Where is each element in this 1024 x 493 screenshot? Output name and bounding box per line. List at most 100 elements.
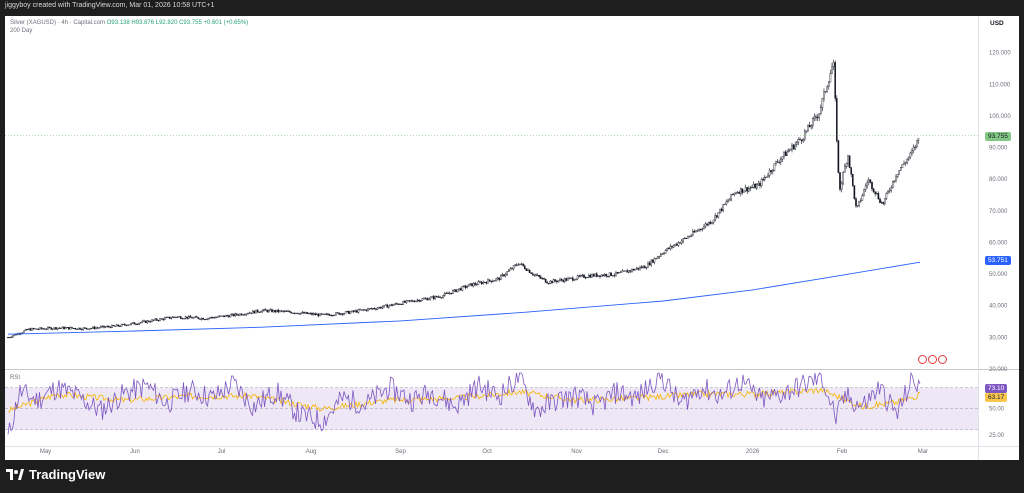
candle-body [810,125,812,128]
event-flag-icon[interactable] [918,355,927,364]
candle-body [760,179,763,186]
candle-body [340,313,342,315]
candle-body [860,200,862,202]
candle-body [277,309,280,313]
candle-body [159,318,161,321]
candle-body [880,202,883,204]
candle-body [820,107,822,114]
candle-body [791,144,793,150]
candle-body [221,315,224,317]
candle-body [245,313,248,315]
candle-body [21,332,24,334]
candle-body [280,310,283,312]
candle-body [799,138,801,140]
candle-body [455,289,457,293]
candle-body [823,91,825,99]
candle-body [251,310,254,314]
candle-body [533,274,536,276]
candle-body [674,243,676,246]
candle-body [93,326,96,330]
candle-body [658,255,660,258]
candle-body [327,313,329,315]
candle-body [439,296,441,298]
candle-body [343,313,345,315]
candle-body [652,259,654,263]
event-flag-icon[interactable] [928,355,937,364]
rsi-line [7,371,921,435]
candle-body [388,305,390,308]
candle-body [392,304,395,306]
candle-body [602,274,604,277]
candle-body [565,278,568,281]
candle-body [28,328,30,330]
candle-body [64,327,67,330]
candle-body [621,270,624,273]
candle-body [87,328,89,330]
symbol-legend[interactable]: Silver (XAGUSD) · 4h · Capital.com O93.1… [10,19,248,27]
rsi-legend[interactable]: RSI [10,375,21,381]
candle-body [365,309,368,311]
candle-body [32,328,35,330]
candle-body [882,202,884,204]
candle-body [642,265,644,269]
candle-body [130,323,133,325]
candle-body [684,237,686,239]
candle-body [752,184,755,188]
candle-body [168,316,171,319]
candle-body [893,180,896,182]
candle-body [111,325,113,328]
candle-body [458,288,461,291]
candle-body [669,245,672,249]
price-tick-label: 70.000 [989,209,1008,215]
candle-body [308,313,310,315]
candle-body [31,328,33,331]
candle-body [612,275,614,277]
candle-body [258,311,261,313]
candle-body [618,272,620,274]
candle-body [719,208,721,213]
candle-body [834,62,836,99]
candle-body [615,272,617,276]
candle-body [131,322,134,324]
candle-body [908,156,910,160]
candle-body [656,256,659,259]
candle-body [44,328,46,330]
candle-body [29,328,32,331]
candle-body [99,326,102,328]
candle-body [492,280,494,283]
candle-body [628,270,630,273]
candle-body [757,183,760,185]
candle-body [556,280,558,283]
candle-body [312,313,315,315]
candle-body [463,285,465,287]
economic-events[interactable] [918,355,947,364]
candle-body [629,270,632,272]
event-flag-icon[interactable] [938,355,947,364]
candle-body [330,315,333,317]
candle-body [55,327,57,330]
candle-body [338,312,341,315]
candle-body [232,313,235,317]
candle-body [256,309,259,313]
candle-body [826,86,828,92]
candle-body [67,327,70,330]
candle-body [149,321,152,323]
candle-body [696,230,699,232]
candle-body [607,275,609,277]
candle-body [60,327,62,329]
candle-body [663,252,665,254]
candle-body [176,316,179,318]
currency-label[interactable]: USD [990,20,1004,27]
candle-body [762,179,764,181]
candle-body [850,167,852,175]
candle-body [306,312,309,314]
candle-body [368,308,371,310]
candle-body [852,173,854,186]
candle-body [773,163,776,171]
candle-body [829,73,832,83]
moving-average-legend[interactable]: 200 Day [10,28,33,34]
candle-body [317,313,320,317]
candle-body [876,193,878,195]
chart-panel[interactable] [5,16,1019,460]
